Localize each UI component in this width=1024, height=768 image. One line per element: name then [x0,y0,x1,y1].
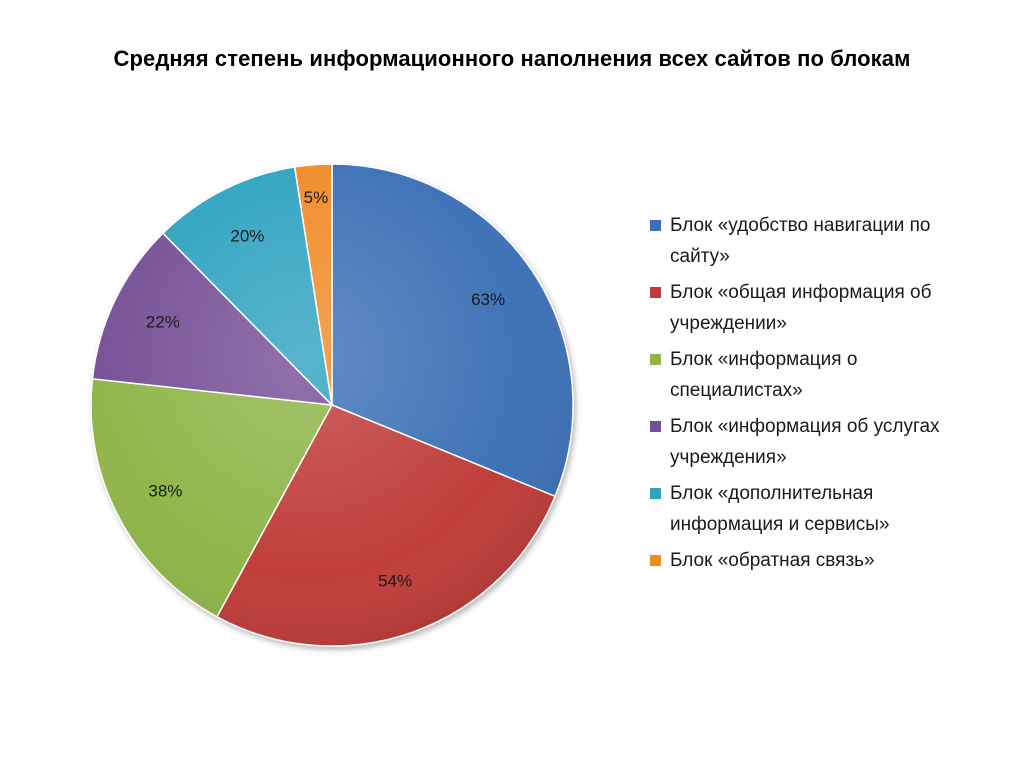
slice-value-label: 54% [378,572,412,591]
slice-labels: 63% 54% 38% 22% 20% 5% [146,188,505,591]
legend-swatch [650,555,661,566]
legend-item: Блок «информация об услугах учреждения» [650,411,970,473]
legend-swatch [650,354,661,365]
legend-item: Блок «общая информация об учреждении» [650,277,970,339]
legend-label: Блок «общая информация об учреждении» [670,282,932,334]
legend-item: Блок «информация о специалистах» [650,344,970,406]
slice-value-label: 63% [471,290,505,309]
legend-label: Блок «информация о специалистах» [670,349,858,401]
legend-item: Блок «удобство навигации по сайту» [650,210,970,272]
legend-label: Блок «удобство навигации по сайту» [670,215,931,267]
chart-legend: Блок «удобство навигации по сайту» Блок «… [650,210,970,581]
legend-label: Блок «обратная связь» [670,550,875,571]
legend-swatch [650,220,661,231]
slice-value-label: 20% [230,227,264,246]
legend-label: Блок «информация об услугах учреждения» [670,416,940,468]
slice-value-label: 38% [148,482,182,501]
legend-item: Блок «обратная связь» [650,545,970,576]
pie-slices [90,163,574,647]
slice-value-label: 22% [146,313,180,332]
chart-title: Средняя степень информационного наполнен… [113,46,911,71]
legend-swatch [650,488,661,499]
legend-swatch [650,421,661,432]
legend-swatch [650,287,661,298]
slice-value-label: 5% [304,188,329,207]
legend-item: Блок «дополнительная информация и сервис… [650,478,970,540]
legend-label: Блок «дополнительная информация и сервис… [670,483,890,535]
